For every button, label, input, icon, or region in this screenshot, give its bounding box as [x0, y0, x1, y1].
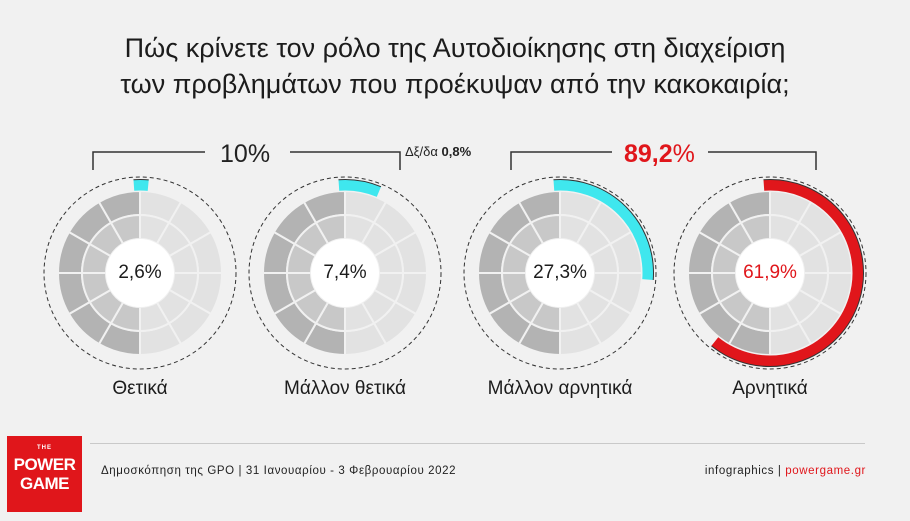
positive-total-sign: %	[247, 140, 271, 168]
donut-center	[526, 239, 594, 307]
negative-total-value: 89,2	[624, 140, 673, 168]
value-arc-edge	[711, 179, 864, 367]
negative-total: 89,2%	[624, 140, 695, 169]
donut-dashed-ring	[248, 176, 442, 370]
source-note: Δημοσκόπηση της GPO | 31 Ιανουαρίου - 3 …	[101, 465, 457, 477]
value-arc	[711, 179, 864, 367]
chart-title: Πώς κρίνετε τον ρόλο της Αυτοδιοίκησης σ…	[0, 30, 910, 102]
donut-value-label: 7,4%	[323, 262, 367, 283]
value-arc-edge	[553, 179, 654, 281]
dkna-label: Δξ/δα	[405, 144, 438, 159]
dkna-note: Δξ/δα 0,8%	[405, 144, 471, 159]
title-line-2: των προβλημάτων που προέκυψαν από την κα…	[120, 69, 790, 99]
logo-the: THE	[37, 445, 52, 451]
donut-center	[736, 239, 804, 307]
footer-divider	[90, 443, 865, 444]
category-label: Θετικά	[112, 378, 168, 399]
donut-value-label: 61,9%	[743, 262, 797, 283]
value-arc	[553, 179, 654, 280]
donut-charts	[43, 176, 867, 370]
donut-2	[248, 176, 442, 370]
donut-3	[463, 176, 657, 370]
positive-total: 10%	[220, 140, 270, 169]
credit-site: powergame.gr	[785, 465, 866, 477]
donut-dashed-ring	[463, 176, 657, 370]
donut-1	[43, 176, 237, 370]
category-label: Αρνητικά	[732, 378, 808, 399]
donut-center	[311, 239, 379, 307]
negative-total-sign: %	[672, 140, 695, 168]
title-line-1: Πώς κρίνετε τον ρόλο της Αυτοδιοίκησης σ…	[124, 33, 786, 63]
donut-4	[673, 176, 867, 370]
category-label: Μάλλον αρνητικά	[487, 378, 633, 399]
credit: infographics | powergame.gr	[705, 465, 866, 477]
value-arc-edge	[338, 179, 382, 188]
credit-prefix: infographics |	[704, 465, 786, 477]
logo-line-1: POWER	[13, 455, 76, 474]
powergame-logo: THE POWER GAME	[7, 436, 82, 512]
positive-total-value: 10	[220, 140, 248, 168]
donut-dashed-ring	[43, 176, 237, 370]
category-label: Μάλλον θετικά	[284, 378, 406, 399]
donut-center	[106, 239, 174, 307]
dkna-value: 0,8%	[441, 144, 472, 159]
value-arc	[338, 179, 381, 197]
donut-value-label: 2,6%	[118, 262, 162, 283]
logo-line-2: GAME	[20, 474, 70, 493]
donut-value-label: 27,3%	[533, 262, 587, 283]
donut-dashed-ring	[673, 176, 867, 370]
